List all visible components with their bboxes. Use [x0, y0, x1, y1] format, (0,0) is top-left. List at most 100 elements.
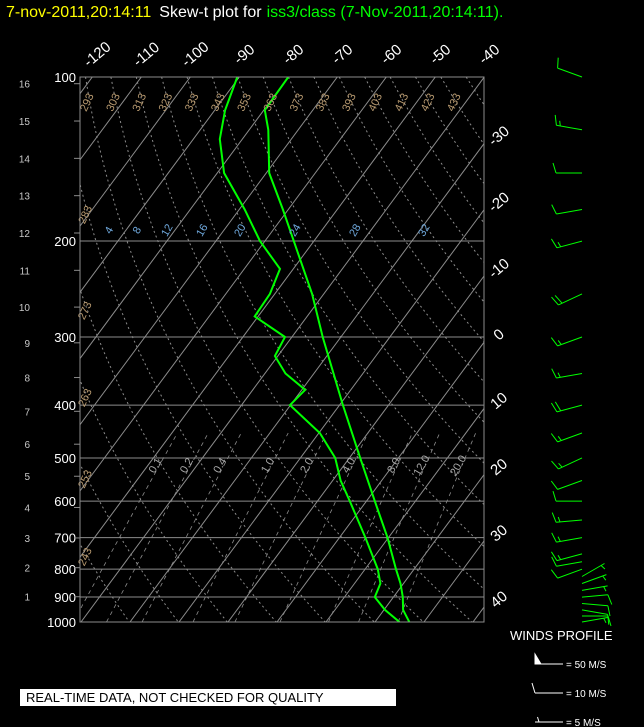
- height-tick-label: 4: [24, 503, 30, 514]
- height-tick-label: 1: [24, 593, 30, 604]
- moist-adiabat-label: 20: [232, 222, 249, 239]
- wind-barb: [550, 551, 583, 562]
- plot-frame: [79, 76, 485, 623]
- wind-barb: [552, 162, 582, 174]
- y-tick-label: 500: [54, 451, 76, 466]
- y-tick-label: 900: [54, 590, 76, 605]
- winds-title: WINDS PROFILE: [510, 628, 613, 643]
- wind-barb: [550, 480, 583, 490]
- isotherm: [80, 77, 387, 492]
- dry-adiabat: [161, 77, 484, 590]
- dry-adiabat: [262, 77, 484, 423]
- height-tick-label: 3: [24, 534, 30, 545]
- mixing-ratio-line: [106, 432, 209, 622]
- isotherm: [129, 142, 484, 622]
- wind-barb: [550, 238, 583, 249]
- moist-adiabat-label: 12: [159, 222, 176, 239]
- wind-barb: [550, 401, 583, 413]
- wind-barb: [551, 457, 583, 470]
- height-tick-label: 11: [20, 266, 31, 277]
- plot-lines: [218, 77, 411, 622]
- title-prefix: Skew-t plot for: [159, 4, 262, 21]
- y-tick-label: 600: [54, 494, 76, 509]
- isotherm: [80, 77, 240, 294]
- wind-barb: [581, 609, 610, 625]
- legend-label: = 5 M/S: [566, 718, 601, 727]
- wind-barb: [581, 617, 608, 624]
- moist-adiabat-label: 24: [287, 222, 304, 239]
- height-tick-label: 6: [24, 440, 30, 451]
- mixing-ratio-line: [80, 432, 178, 611]
- note: REAL-TIME DATA, NOT CHECKED FOR QUALITY: [26, 690, 324, 705]
- wind-barb: [581, 603, 611, 617]
- title-station: iss3/class (7-Nov-2011,20:14:11).: [267, 4, 504, 21]
- moist-adiabat-label: 8: [131, 225, 144, 236]
- isotherm: [227, 275, 484, 622]
- moist-adiabat-label: 28: [347, 222, 364, 239]
- profile-line: [218, 77, 401, 622]
- wind-barb: [551, 293, 583, 306]
- height-tick-label: 12: [19, 229, 31, 240]
- height-tick-label: 9: [24, 339, 30, 350]
- height-tick-label: 7: [24, 407, 30, 418]
- height-tick-label: 10: [19, 303, 31, 314]
- wind-barb: [557, 57, 583, 78]
- wind-barb: [581, 594, 613, 605]
- legend-barb: [535, 716, 563, 723]
- dry-adiabat: [80, 287, 277, 622]
- wind-barb: [552, 490, 582, 502]
- y-tick-label: 300: [54, 330, 76, 345]
- moist-adiabat-label: 16: [194, 222, 211, 239]
- mixing-ratio-line: [234, 432, 328, 622]
- profile-line: [263, 77, 411, 622]
- chart-title: 7-nov-2011,20:14:11 Skew-t plot for iss3/c…: [6, 4, 503, 21]
- height-tick-label: 8: [24, 374, 30, 385]
- mixing-ratio-line: [192, 432, 289, 622]
- wind-barb: [582, 615, 612, 627]
- isotherm: [374, 473, 484, 622]
- isotherm: [325, 407, 484, 622]
- legend-barb: [531, 682, 563, 694]
- wind-barb: [551, 204, 583, 215]
- dry-adiabat: [135, 77, 473, 622]
- height-tick-label: 5: [24, 472, 30, 483]
- height-tick-label: 13: [19, 192, 31, 203]
- moist-adiabat-label: 32: [416, 222, 433, 239]
- isotherm: [80, 77, 191, 227]
- wind-barb: [550, 432, 583, 443]
- moist-adiabat-label: 4: [103, 225, 116, 236]
- isotherm: [178, 208, 484, 622]
- isotherm: [80, 77, 484, 622]
- y-tick-label: 100: [54, 70, 76, 85]
- plot-grid: [80, 77, 484, 622]
- mixing-ratio-line: [397, 432, 477, 622]
- dry-adiabat: [80, 462, 179, 622]
- note-box: [20, 689, 396, 706]
- height-tick-label: 15: [19, 117, 31, 128]
- y-tick-label: 200: [54, 234, 76, 249]
- y-tick-label: 1000: [47, 615, 76, 630]
- dry-adiabat: [80, 181, 326, 622]
- mixing-ratio-line: [279, 432, 369, 622]
- isotherm: [80, 77, 436, 558]
- dry-adiabat: [85, 77, 375, 622]
- wind-barb: [581, 563, 606, 577]
- wind-barb: [550, 336, 583, 347]
- wind-barb: [550, 568, 583, 579]
- mixing-ratio-line: [141, 432, 242, 622]
- wind-barb: [551, 368, 583, 379]
- height-tick-label: 2: [24, 564, 30, 575]
- isotherm: [276, 341, 484, 622]
- y-tick-label: 800: [54, 562, 76, 577]
- y-tick-label: 400: [54, 398, 76, 413]
- wind-barb: [554, 114, 583, 131]
- height-tick-label: 14: [19, 154, 31, 165]
- isotherm: [80, 77, 289, 360]
- wind-barb: [581, 585, 608, 592]
- legend-label: = 10 M/S: [566, 689, 607, 700]
- legend-label: = 50 M/S: [566, 660, 607, 671]
- mixing-ratio-line: [328, 432, 413, 622]
